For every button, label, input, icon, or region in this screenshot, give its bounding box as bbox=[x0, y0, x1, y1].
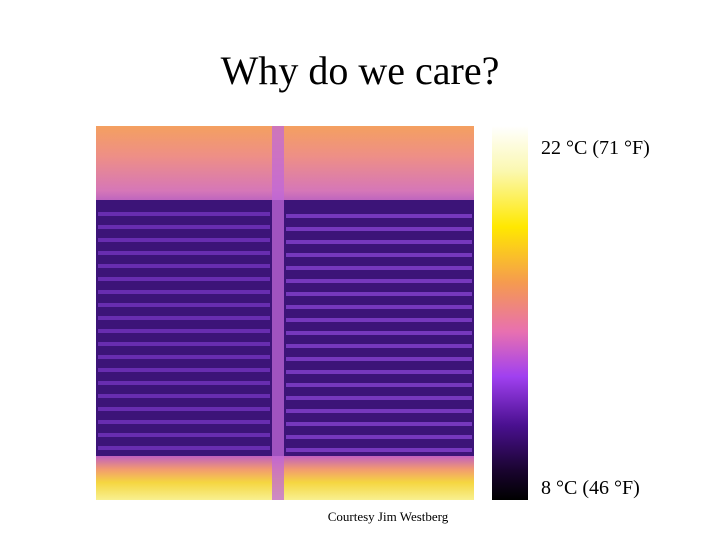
image-stripe bbox=[98, 342, 270, 346]
image-credit: Courtesy Jim Westberg bbox=[328, 509, 449, 524]
image-stripe bbox=[98, 225, 270, 229]
slide-title: Why do we care? bbox=[221, 48, 500, 93]
image-stripe bbox=[286, 279, 472, 283]
image-stripe bbox=[98, 238, 270, 242]
image-stripe bbox=[98, 290, 270, 294]
scale-max-label: 22 °C (71 °F) bbox=[541, 137, 650, 159]
image-stripe bbox=[98, 407, 270, 411]
image-stripe bbox=[98, 433, 270, 437]
image-stripe bbox=[286, 357, 472, 361]
color-scale bbox=[492, 126, 528, 500]
image-stripe bbox=[286, 253, 472, 257]
image-stripe bbox=[286, 227, 472, 231]
image-stripe bbox=[286, 214, 472, 218]
image-stripe bbox=[98, 394, 270, 398]
image-stripe bbox=[98, 368, 270, 372]
image-divider bbox=[272, 126, 284, 500]
image-stripe bbox=[98, 381, 270, 385]
image-stripe bbox=[286, 409, 472, 413]
image-bottom bbox=[96, 456, 474, 500]
image-stripe bbox=[98, 446, 270, 450]
scale-min-label: 8 °C (46 °F) bbox=[541, 477, 640, 499]
image-stripe bbox=[98, 277, 270, 281]
image-stripe bbox=[98, 316, 270, 320]
image-stripe bbox=[286, 266, 472, 270]
image-stripe bbox=[286, 422, 472, 426]
image-stripe bbox=[98, 212, 270, 216]
image-stripe bbox=[98, 355, 270, 359]
image-top bbox=[96, 126, 474, 212]
thermal-image bbox=[96, 126, 474, 500]
image-stripe bbox=[286, 240, 472, 244]
image-stripe bbox=[286, 318, 472, 322]
image-stripe bbox=[98, 264, 270, 268]
image-stripe bbox=[98, 303, 270, 307]
image-stripe bbox=[98, 420, 270, 424]
image-stripe bbox=[286, 331, 472, 335]
image-stripe bbox=[286, 292, 472, 296]
image-stripe bbox=[286, 448, 472, 452]
image-stripe bbox=[286, 370, 472, 374]
image-stripe bbox=[286, 344, 472, 348]
image-stripe bbox=[98, 329, 270, 333]
image-stripe bbox=[286, 383, 472, 387]
image-stripe bbox=[286, 435, 472, 439]
image-stripe bbox=[98, 251, 270, 255]
image-stripe bbox=[286, 305, 472, 309]
image-stripe bbox=[286, 396, 472, 400]
